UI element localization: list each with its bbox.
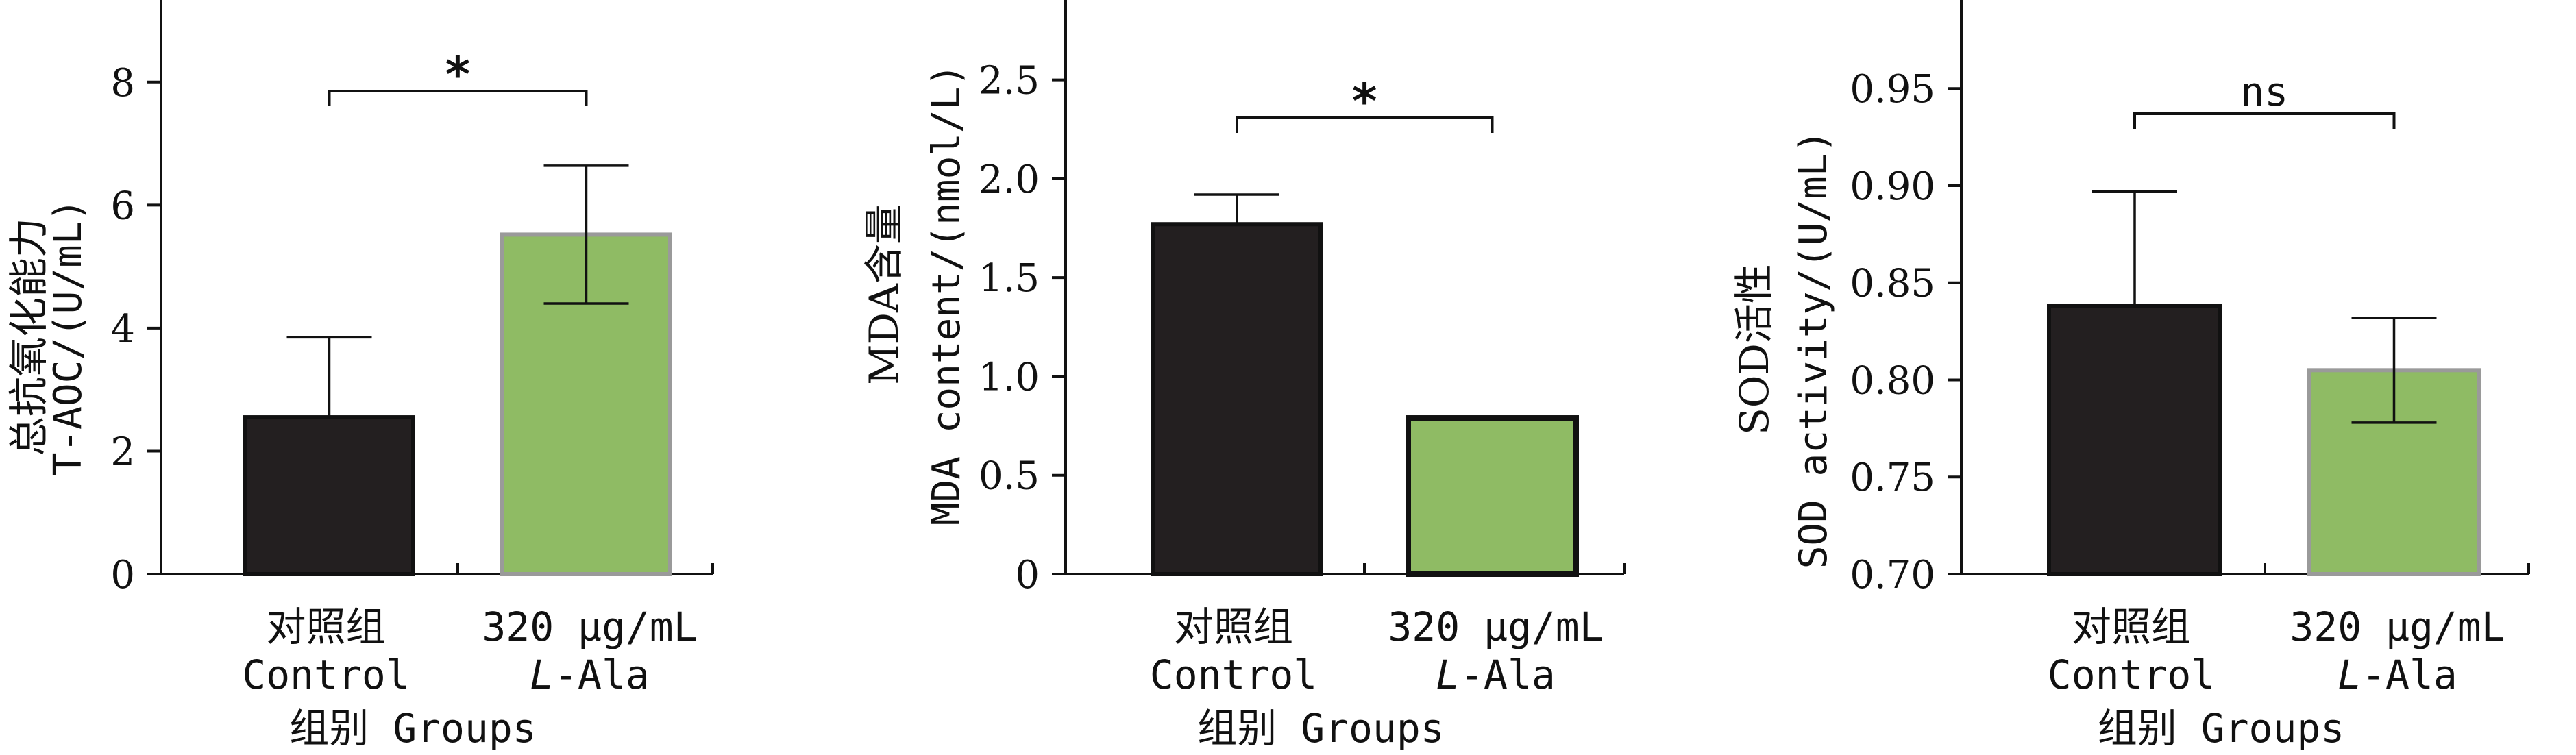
category-label-cn: 320 μg/mL [2290,604,2505,650]
y-tick-label: 8 [110,61,135,106]
y-tick-label: 0.80 [1850,358,1935,403]
y-tick-label: 0.70 [1850,553,1935,597]
category-label-en-rest: -Ala [554,652,650,698]
significance-bracket [328,90,588,106]
y-tick-label: 0.95 [1850,67,1935,112]
y-axis-title-cn: MDA含量 [861,204,907,385]
y-axis-title-cn: 总抗氧化能力 [5,218,52,456]
category-label-en-rest: -Ala [2362,652,2457,698]
category-label-en-prefix: L [2338,652,2362,698]
y-tick-label: 2.0 [979,158,1040,202]
y-axis-title-en: MDA content/(nmol/L) [924,64,969,525]
category-label-en: L-Ala [1436,652,1556,698]
y-tick-label: 4 [110,307,135,351]
category-label-en-prefix: L [530,652,554,698]
category-label-cn: 320 μg/mL [1388,604,1603,650]
y-axis-title-en: T-AOC/(U/mL) [46,199,90,476]
bar-control [2047,304,2222,576]
significance-label: * [1350,73,1379,129]
bar-treatment [1406,415,1579,577]
bar-control [243,415,415,576]
y-tick-label: 0.90 [1850,164,1935,209]
significance-bracket [1236,116,1494,133]
category-label-en: Control [242,652,409,698]
category-label-en: Control [2048,652,2215,698]
category-label-en: Control [1150,652,1317,698]
significance-bracket [2133,112,2396,129]
y-tick-label: 2.5 [979,59,1040,103]
x-axis-title: 组别 Groups [289,705,536,752]
category-label-en-prefix: L [1436,652,1460,698]
y-tick-label: 1.0 [979,355,1040,399]
y-axis-title-cn: SOD活性 [1731,264,1778,435]
category-label-en-rest: -Ala [1460,652,1556,698]
category-label-cn: 对照组 [266,604,385,650]
y-tick-label: 0.75 [1850,456,1935,500]
y-tick-label: 0 [1015,553,1040,597]
y-tick-label: 6 [110,184,135,228]
significance-label: * [443,47,472,103]
category-label-cn: 320 μg/mL [482,604,697,650]
y-tick-label: 0.5 [979,454,1040,499]
category-label-cn: 对照组 [1174,604,1293,650]
x-axis-title: 组别 Groups [1197,705,1444,752]
bar-control [1151,222,1323,576]
y-tick-label: 2 [110,430,135,474]
y-tick-label: 0 [110,553,135,597]
y-axis-title-en: SOD activity/(U/mL) [1791,130,1836,569]
category-label-en: L-Ala [530,652,650,698]
y-tick-label: 1.5 [979,256,1040,301]
y-tick-label: 0.85 [1850,262,1935,306]
significance-label: ns [2240,69,2288,115]
x-axis-title: 组别 Groups [2098,705,2344,752]
category-label-cn: 对照组 [2072,604,2191,650]
category-label-en: L-Ala [2338,652,2457,698]
